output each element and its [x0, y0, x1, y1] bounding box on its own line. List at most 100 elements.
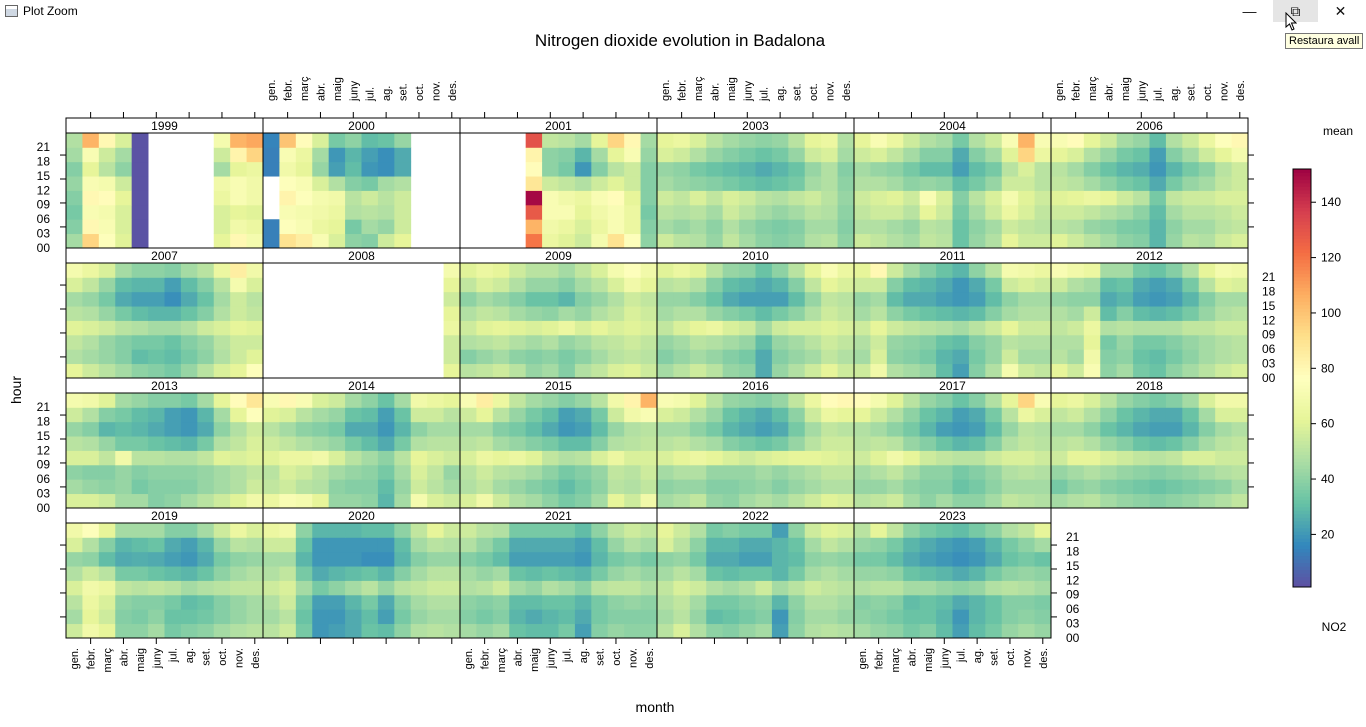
x-tick-label: gen. [69, 648, 81, 669]
heatmap-cell [1067, 349, 1085, 365]
heatmap-cell [574, 594, 592, 610]
heatmap-cell [788, 306, 806, 321]
colorbar-segment [1293, 381, 1311, 386]
heatmap-cell [443, 277, 461, 293]
heatmap-cell [476, 306, 494, 321]
colorbar-segment [1293, 503, 1311, 508]
panel-1999: 1999 [65, 117, 264, 249]
heatmap-cell [115, 204, 133, 220]
heatmap-cell [771, 277, 789, 293]
y-tick-label: 06 [1066, 602, 1080, 616]
heatmap-cell [624, 219, 641, 235]
heatmap-cell [1231, 349, 1249, 365]
heatmap-cell [410, 421, 428, 437]
heatmap-cell [1182, 277, 1200, 293]
heatmap-cell [854, 464, 871, 480]
heatmap-cell [657, 204, 674, 220]
heatmap-cell [624, 277, 641, 293]
heatmap-cell [591, 551, 609, 567]
heatmap-cell [936, 479, 953, 495]
heatmap-cell [525, 219, 543, 235]
heatmap-cell [640, 306, 658, 321]
heatmap-cell [476, 537, 494, 553]
heatmap-cell [1067, 263, 1085, 278]
heatmap-cell [361, 393, 379, 408]
heatmap-cell [1215, 219, 1232, 235]
heatmap-cell [886, 537, 904, 553]
heatmap-cell [640, 594, 658, 610]
heatmap-cell [574, 407, 592, 423]
heatmap-cell [936, 320, 953, 336]
panel-year-label: 2017 [939, 379, 966, 393]
heatmap-cell [377, 393, 395, 408]
restore-button[interactable]: ⧉ [1273, 0, 1318, 22]
heatmap-cell [903, 479, 921, 495]
heatmap-cell [739, 436, 756, 451]
heatmap-cell [295, 147, 313, 163]
heatmap-cell [985, 523, 1003, 538]
heatmap-cell [673, 190, 691, 206]
heatmap-cell [361, 147, 379, 163]
heatmap-cell [1067, 363, 1085, 379]
heatmap-cell [903, 566, 921, 581]
heatmap-cell [985, 623, 1003, 639]
heatmap-cell [837, 277, 855, 293]
heatmap-cell [574, 263, 592, 278]
heatmap-cell [903, 464, 921, 480]
heatmap-cell [1001, 219, 1019, 235]
heatmap-cell [558, 566, 576, 581]
heatmap-cell [1198, 204, 1216, 220]
heatmap-cell [837, 609, 855, 625]
heatmap-cell [591, 133, 609, 148]
heatmap-cell [706, 133, 724, 148]
heatmap-cell [131, 147, 149, 163]
heatmap-cell [394, 219, 412, 235]
heatmap-cell [591, 291, 609, 307]
heatmap-cell [312, 493, 330, 509]
heatmap-cell [492, 464, 510, 480]
heatmap-cell [1182, 334, 1200, 350]
heatmap-cell [870, 291, 888, 307]
heatmap-cell [706, 566, 724, 581]
y-tick-label: 18 [37, 154, 51, 168]
heatmap-cell [558, 407, 576, 423]
heatmap-cell [804, 190, 822, 206]
x-tick-label: nov. [1218, 81, 1230, 101]
y-tick-label: 15 [1262, 299, 1276, 313]
heatmap-cell [821, 320, 838, 336]
heatmap-cell [788, 176, 806, 191]
heatmap-cell [1018, 190, 1035, 206]
heatmap-cell [115, 594, 133, 610]
heatmap-cell [952, 349, 970, 365]
heatmap-cell [673, 204, 691, 220]
heatmap-cell [525, 320, 543, 336]
heatmap-cell [854, 334, 871, 350]
heatmap-cell [558, 623, 576, 639]
heatmap-cell [443, 349, 461, 365]
heatmap-cell [722, 436, 740, 451]
heatmap-cell [230, 133, 247, 148]
heatmap-cell [427, 407, 444, 423]
colorbar-segment [1293, 559, 1311, 564]
heatmap-cell [624, 566, 641, 581]
heatmap-cell [788, 393, 806, 408]
heatmap-cell [1215, 190, 1232, 206]
close-button[interactable]: ✕ [1334, 2, 1347, 19]
heatmap-cell [230, 421, 247, 437]
heatmap-cell [870, 580, 888, 596]
heatmap-cell [574, 219, 592, 235]
heatmap-cell [312, 566, 330, 581]
heatmap-cell [821, 479, 838, 495]
heatmap-cell [755, 219, 773, 235]
heatmap-cell [919, 594, 937, 610]
heatmap-cell [968, 493, 986, 509]
heatmap-cell [328, 161, 346, 177]
heatmap-cell [131, 393, 149, 408]
heatmap-cell [870, 479, 888, 495]
heatmap-cell [607, 263, 625, 278]
heatmap-cell [936, 393, 953, 408]
heatmap-cell [328, 421, 346, 437]
heatmap-cell [82, 450, 100, 466]
heatmap-cell [952, 219, 970, 235]
minimize-button[interactable]: — [1242, 3, 1257, 19]
